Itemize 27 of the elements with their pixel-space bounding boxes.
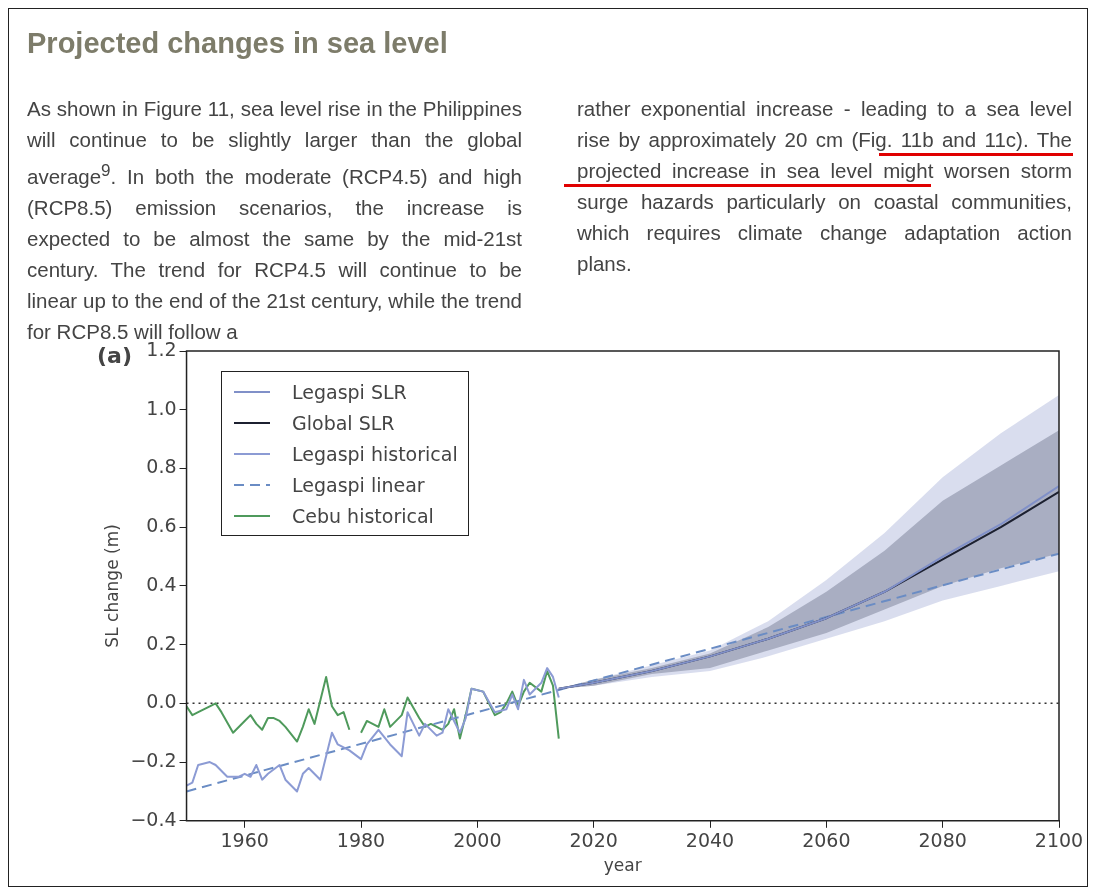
x-tick-label: 1960: [220, 829, 269, 852]
chart-title: Projected changes in sea level: [27, 27, 448, 60]
text: rather exponential increase - leading to a sea level rise by approximately 20 cm (Fig. 11b and 11c). The projected increase in sea level might worsen storm surge hazards particularly on coastal communities, which requires climate change adaptation action plans.: [577, 96, 1072, 277]
y-tick-label: 1.0: [146, 396, 177, 419]
x-axis-title: year: [603, 855, 642, 876]
y-axis-title: SL change (m): [101, 524, 122, 648]
legend-label: Global SLR: [292, 411, 395, 434]
x-tick-label: 2100: [1034, 829, 1084, 852]
y-tick-label: −0.2: [130, 749, 177, 772]
legend-label: Legaspi SLR: [292, 380, 407, 403]
x-tick-label: 2000: [453, 829, 502, 852]
legend-label: Legaspi linear: [292, 473, 425, 496]
x-tick-label: 2060: [802, 829, 851, 852]
x-tick-label: 1980: [336, 829, 386, 852]
legend-label: Cebu historical: [292, 504, 434, 527]
y-tick-label: 0.8: [146, 455, 177, 478]
y-tick-label: 0.0: [146, 690, 177, 713]
y-tick-label: 0.4: [146, 572, 177, 595]
legend-label: Legaspi historical: [292, 442, 458, 465]
x-tick-label: 2080: [918, 829, 967, 852]
y-tick-label: −0.4: [130, 807, 177, 830]
y-tick-label: 0.2: [146, 631, 177, 654]
x-tick-label: 2040: [685, 829, 735, 852]
text: As shown in Figure 11, sea level rise in the Philippines will continue to be slightly larger than the global average$^{9}$. In both the moderate (RCP4.5) and high (RCP8.5) emission scenarios, the increase is expected to be almost the same by the mid-21st century. The trend for RCP4.5 will continue to be linear up to the end of the 21st century, while the trend for RCP8.5 will follow a: [27, 97, 522, 343]
text: (a): [97, 343, 132, 368]
x-tick-label: 2020: [569, 829, 618, 852]
y-tick-label: 0.6: [146, 514, 177, 537]
